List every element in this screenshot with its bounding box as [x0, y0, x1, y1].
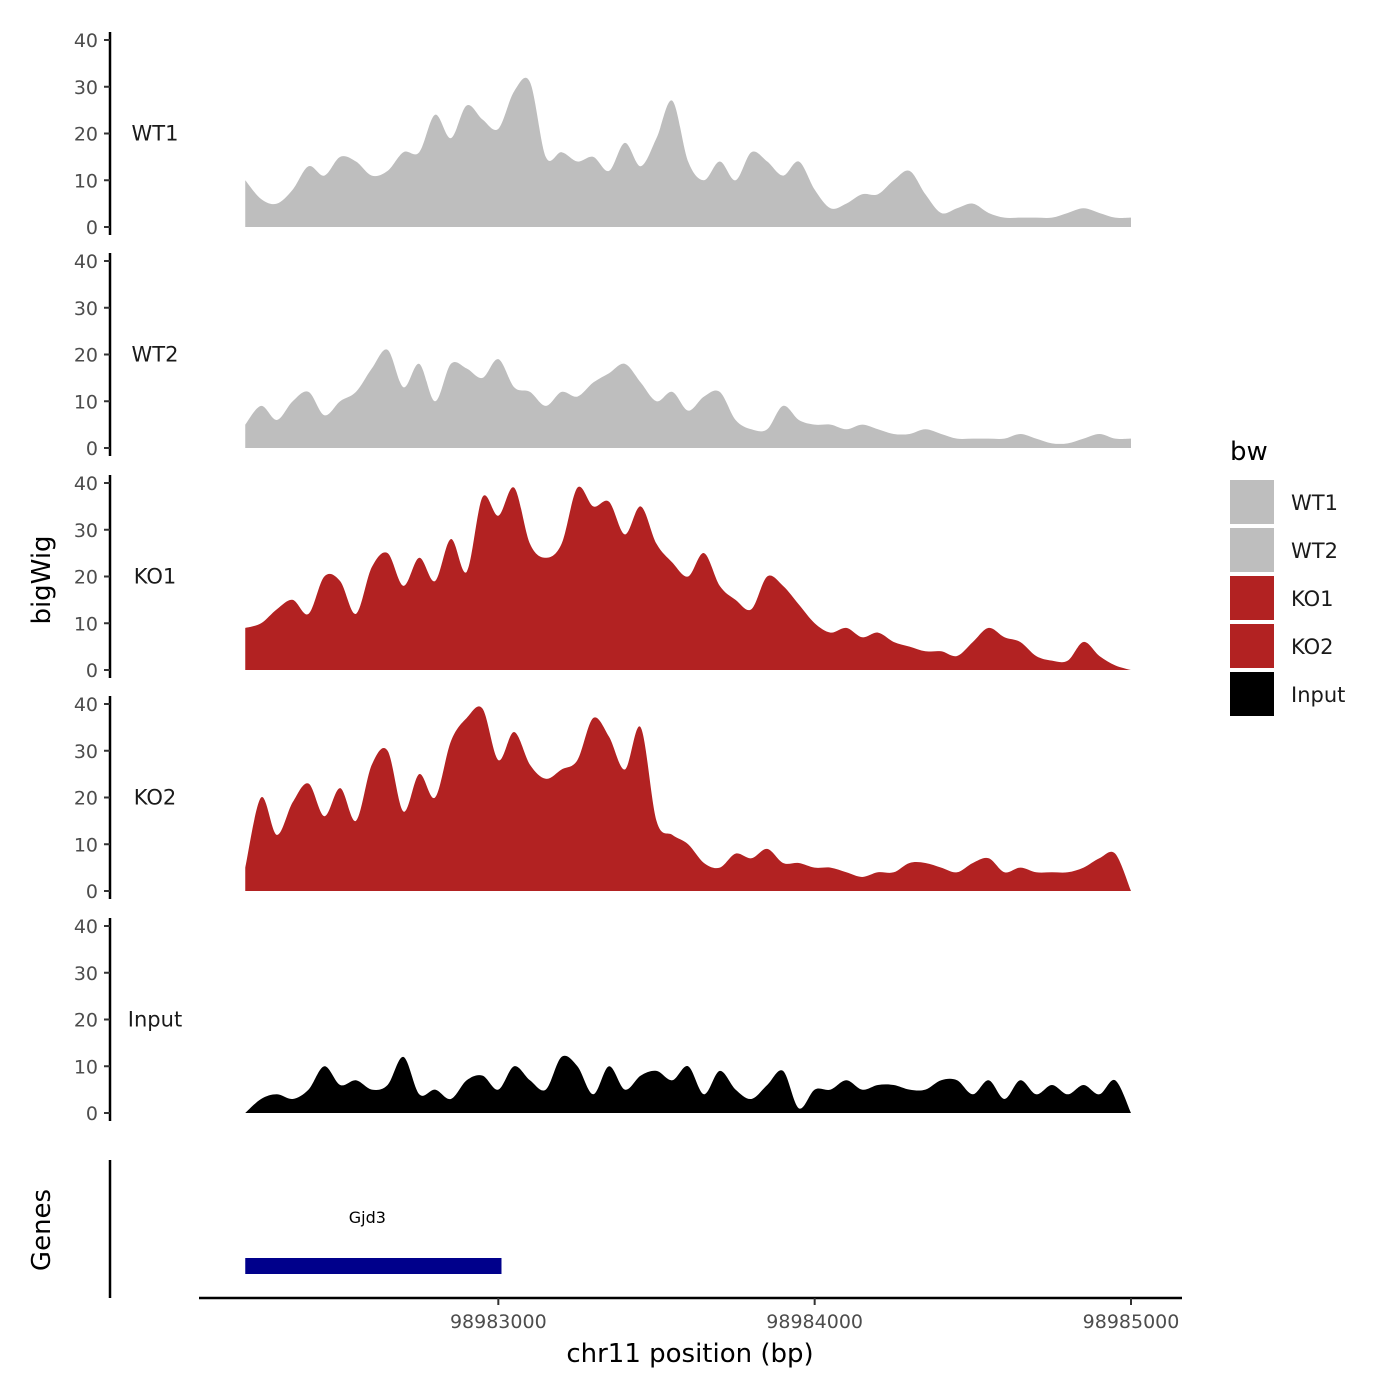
- legend-title: bw: [1230, 437, 1268, 467]
- track-ko2: 0 10 20 30 40 KO2: [74, 694, 1131, 903]
- y-tick-label: 10: [74, 170, 98, 192]
- legend-key-ko1: [1230, 576, 1274, 620]
- y-tick-label: 10: [74, 834, 98, 856]
- signal-area-ko1: [245, 486, 1131, 670]
- legend-label-wt2: WT2: [1291, 539, 1338, 563]
- legend-key-wt2: [1230, 528, 1274, 572]
- y-tick-label: 20: [74, 567, 98, 589]
- x-axis: 98983000 98984000 98985000: [199, 1296, 1182, 1333]
- y-tick-label: 0: [86, 660, 98, 682]
- y-tick-label: 30: [74, 520, 98, 542]
- track-ko1: 0 10 20 30 40 KO1: [74, 473, 1131, 682]
- x-axis-title: chr11 position (bp): [566, 1339, 813, 1369]
- genes-track-title: Genes: [27, 1189, 57, 1271]
- y-tick-label: 0: [86, 217, 98, 239]
- y-tick-label: 0: [86, 1103, 98, 1125]
- track-label-wt1: WT1: [132, 122, 179, 146]
- gene-body-gjd3: [245, 1258, 502, 1274]
- y-tick-label: 20: [74, 1010, 98, 1032]
- track-wt1: 0 10 20 30 40 WT1: [74, 30, 1131, 239]
- signal-area-wt1: [245, 77, 1131, 227]
- x-tick-label: 98984000: [766, 1311, 863, 1333]
- legend-key-wt1: [1230, 480, 1274, 524]
- x-tick-label: 98985000: [1083, 1311, 1180, 1333]
- signal-area-input: [245, 1055, 1131, 1113]
- bigwig-tracks: 0 10 20 30 40 WT1 0 10 20 30 40 WT2 0 10 20 30 40 KO1 0 10 2…: [74, 30, 1131, 1125]
- y-tick-label: 30: [74, 298, 98, 320]
- legend-label-ko1: KO1: [1291, 587, 1334, 611]
- signal-area-ko2: [245, 706, 1131, 891]
- y-axis-title: bigWig: [27, 535, 57, 624]
- y-tick-label: 40: [74, 694, 98, 716]
- legend-label-input: Input: [1291, 683, 1345, 707]
- y-tick-label: 20: [74, 124, 98, 146]
- y-tick-label: 40: [74, 30, 98, 52]
- legend-label-wt1: WT1: [1291, 491, 1338, 515]
- y-tick-label: 40: [74, 473, 98, 495]
- legend-label-ko2: KO2: [1291, 635, 1334, 659]
- signal-area-wt2: [245, 349, 1131, 448]
- y-tick-label: 30: [74, 741, 98, 763]
- y-tick-label: 40: [74, 916, 98, 938]
- y-tick-label: 10: [74, 1056, 98, 1078]
- legend-key-ko2: [1230, 624, 1274, 668]
- legend-key-input: [1230, 672, 1274, 716]
- y-tick-label: 0: [86, 438, 98, 460]
- track-label-wt2: WT2: [132, 343, 179, 367]
- legend: bw WT1 WT2 KO1 KO2 Input: [1230, 437, 1345, 716]
- y-tick-label: 30: [74, 77, 98, 99]
- y-tick-label: 0: [86, 881, 98, 903]
- track-label-ko2: KO2: [134, 786, 177, 810]
- track-label-input: Input: [128, 1008, 182, 1032]
- track-label-ko1: KO1: [134, 565, 177, 589]
- y-tick-label: 20: [74, 788, 98, 810]
- y-tick-label: 20: [74, 345, 98, 367]
- y-tick-label: 40: [74, 251, 98, 273]
- x-tick-label: 98983000: [450, 1311, 547, 1333]
- y-tick-label: 10: [74, 391, 98, 413]
- gene-track: Gjd3: [108, 1160, 502, 1298]
- track-input: 0 10 20 30 40 Input: [74, 916, 1131, 1125]
- track-wt2: 0 10 20 30 40 WT2: [74, 251, 1131, 460]
- y-tick-label: 30: [74, 963, 98, 985]
- y-tick-label: 10: [74, 613, 98, 635]
- gene-label-gjd3: Gjd3: [349, 1208, 386, 1227]
